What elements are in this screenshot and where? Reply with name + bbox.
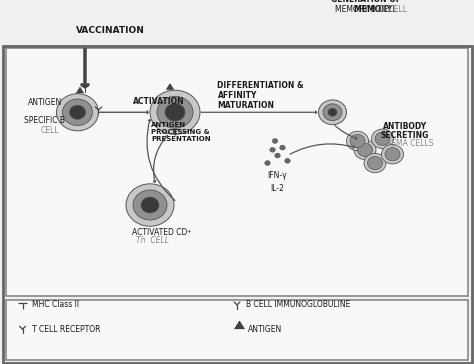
- Text: SPECIFIC B: SPECIFIC B: [25, 116, 65, 125]
- Circle shape: [157, 96, 193, 128]
- Circle shape: [346, 131, 368, 151]
- Text: VACCINATION: VACCINATION: [75, 26, 145, 35]
- Circle shape: [270, 147, 275, 152]
- Text: ACTIVATION: ACTIVATION: [133, 97, 184, 106]
- Text: CELL: CELL: [41, 126, 59, 135]
- Text: MEMORY B CELL: MEMORY B CELL: [335, 5, 397, 14]
- Text: +: +: [186, 229, 191, 234]
- Text: ANTIGEN: ANTIGEN: [248, 325, 282, 334]
- Text: SECRETING: SECRETING: [381, 131, 429, 140]
- Polygon shape: [235, 321, 245, 329]
- Text: ANTIBODY: ANTIBODY: [383, 122, 427, 131]
- Circle shape: [56, 94, 99, 131]
- Text: T CELL RECEPTOR: T CELL RECEPTOR: [31, 325, 100, 334]
- Circle shape: [275, 153, 280, 158]
- Circle shape: [280, 145, 285, 150]
- Circle shape: [165, 103, 185, 121]
- FancyBboxPatch shape: [6, 48, 468, 296]
- Text: B CELL IMMUNOGLOBULINE: B CELL IMMUNOGLOBULINE: [246, 300, 350, 309]
- Text: IFN-γ
IL-2: IFN-γ IL-2: [268, 171, 287, 193]
- Circle shape: [328, 108, 337, 116]
- Circle shape: [357, 143, 373, 157]
- Circle shape: [382, 145, 403, 164]
- Circle shape: [150, 90, 200, 134]
- Circle shape: [141, 197, 159, 213]
- Circle shape: [323, 104, 342, 120]
- Polygon shape: [76, 87, 83, 93]
- Text: ANTIGEN: ANTIGEN: [28, 98, 62, 107]
- Circle shape: [364, 153, 386, 173]
- Text: DIFFERENTIATION &
AFFINITY
MATURATION: DIFFERENTIATION & AFFINITY MATURATION: [218, 80, 304, 110]
- Circle shape: [320, 2, 360, 37]
- Circle shape: [354, 140, 376, 159]
- Circle shape: [272, 139, 278, 143]
- Text: MEMORY: MEMORY: [354, 5, 395, 14]
- Text: PLASMA CELLS: PLASMA CELLS: [377, 139, 433, 149]
- Circle shape: [350, 134, 365, 148]
- Circle shape: [375, 132, 390, 145]
- Text: B CELL: B CELL: [381, 5, 407, 14]
- FancyBboxPatch shape: [6, 300, 468, 360]
- Circle shape: [265, 161, 270, 166]
- Text: MHC Class II: MHC Class II: [31, 300, 79, 309]
- Circle shape: [385, 148, 400, 161]
- Text: GENERATION OF: GENERATION OF: [331, 0, 401, 4]
- Circle shape: [372, 129, 393, 149]
- Circle shape: [285, 158, 290, 163]
- Circle shape: [326, 7, 355, 32]
- Circle shape: [319, 100, 346, 124]
- Circle shape: [126, 184, 174, 226]
- Polygon shape: [166, 84, 173, 90]
- Circle shape: [63, 99, 92, 126]
- Circle shape: [133, 190, 167, 220]
- Text: ACTIVATED CD: ACTIVATED CD: [133, 228, 188, 237]
- Circle shape: [70, 105, 85, 119]
- Circle shape: [333, 13, 347, 26]
- Circle shape: [367, 157, 383, 170]
- Text: ANTIGEN
PROCESSING &
PRESENTATION: ANTIGEN PROCESSING & PRESENTATION: [151, 122, 210, 142]
- Text: Th  CELL: Th CELL: [136, 236, 169, 245]
